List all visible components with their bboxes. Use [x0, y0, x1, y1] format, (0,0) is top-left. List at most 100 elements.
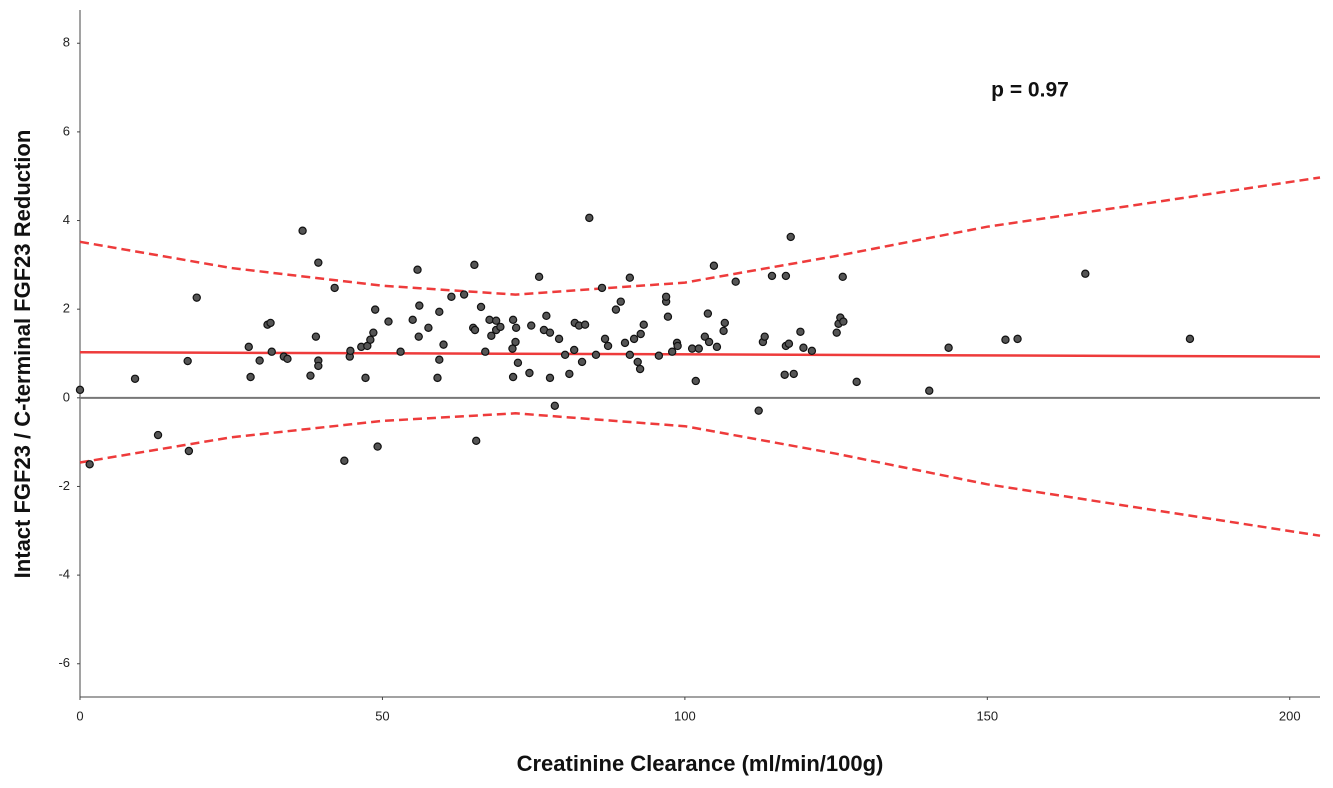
- point: [314, 258, 323, 267]
- point: [183, 356, 192, 366]
- point: [709, 261, 719, 270]
- point: [487, 331, 496, 340]
- y-tick-label: -2: [58, 478, 70, 493]
- point: [153, 430, 163, 440]
- point: [550, 401, 560, 411]
- fit-line: [79, 350, 1321, 358]
- point: [712, 342, 722, 352]
- point: [1081, 269, 1090, 278]
- point: [496, 322, 505, 332]
- point: [767, 271, 777, 281]
- point: [414, 332, 423, 341]
- point: [470, 260, 479, 270]
- point: [616, 297, 625, 306]
- point: [346, 346, 355, 356]
- point: [796, 327, 805, 336]
- point: [534, 272, 544, 282]
- point: [246, 372, 255, 382]
- x-tick-label: 50: [375, 708, 389, 723]
- point: [424, 323, 433, 332]
- y-tick-label: 0: [63, 389, 70, 404]
- point: [525, 368, 534, 378]
- point: [447, 292, 456, 301]
- point: [481, 347, 490, 356]
- point: [691, 376, 700, 386]
- y-tick-label: 8: [63, 35, 70, 50]
- point: [311, 332, 321, 341]
- point: [944, 343, 953, 352]
- point: [786, 232, 795, 242]
- point: [255, 356, 264, 365]
- x-tick-label: 100: [674, 708, 696, 723]
- y-tick-label: 6: [63, 123, 70, 138]
- point: [415, 301, 424, 310]
- point: [369, 328, 378, 337]
- point: [396, 347, 405, 356]
- point: [852, 377, 861, 387]
- point: [565, 369, 574, 379]
- point: [704, 337, 714, 347]
- point: [361, 373, 370, 383]
- point: [306, 371, 315, 380]
- point: [508, 372, 518, 382]
- point: [244, 342, 253, 352]
- point: [635, 364, 645, 374]
- point: [527, 321, 536, 330]
- point: [476, 302, 486, 312]
- x-tick-label: 0: [76, 708, 83, 723]
- point: [1185, 334, 1195, 344]
- point: [663, 312, 673, 321]
- point: [459, 290, 469, 299]
- point: [585, 213, 594, 223]
- point: [731, 277, 740, 286]
- point: [511, 337, 520, 347]
- point: [838, 272, 847, 282]
- x-axis-title: Creatinine Clearance (ml/min/100g): [517, 751, 884, 776]
- point: [591, 350, 601, 360]
- point: [597, 283, 607, 293]
- point: [408, 315, 417, 325]
- point: [719, 326, 728, 336]
- point: [799, 343, 808, 352]
- y-tick-label: 2: [63, 301, 70, 316]
- confidence-band: [79, 176, 1321, 296]
- y-tick-label: -6: [58, 655, 70, 670]
- point: [780, 370, 789, 379]
- point: [184, 446, 194, 456]
- point: [661, 292, 671, 301]
- point: [267, 347, 276, 356]
- point: [545, 328, 555, 337]
- point: [470, 325, 480, 335]
- point: [413, 265, 422, 274]
- point: [298, 226, 307, 235]
- point: [629, 334, 639, 344]
- point: [667, 347, 677, 356]
- point: [75, 385, 85, 395]
- point: [654, 351, 664, 360]
- point: [366, 335, 375, 344]
- point: [471, 436, 481, 446]
- point: [694, 344, 703, 353]
- point: [577, 357, 587, 367]
- y-axis-title: Intact FGF23 / C-terminal FGF23 Reductio…: [10, 130, 35, 579]
- point: [283, 354, 292, 364]
- point: [784, 339, 794, 348]
- point: [569, 345, 579, 355]
- point: [781, 271, 791, 281]
- point: [485, 315, 494, 325]
- point: [600, 334, 610, 344]
- point: [839, 317, 848, 326]
- point: [760, 332, 769, 341]
- point: [511, 323, 521, 332]
- point: [508, 344, 517, 353]
- annotation: p = 0.97: [991, 79, 1069, 102]
- point: [433, 373, 442, 383]
- point: [754, 406, 763, 415]
- point: [1001, 335, 1010, 344]
- y-tick-label: 4: [63, 212, 70, 227]
- point: [673, 341, 682, 351]
- point: [435, 355, 444, 364]
- point: [720, 318, 730, 328]
- point: [508, 315, 518, 325]
